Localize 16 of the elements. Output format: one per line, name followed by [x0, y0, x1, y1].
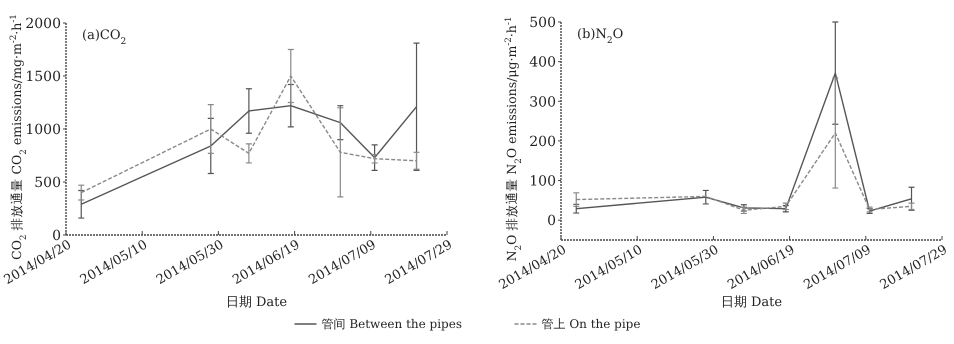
- y-tick-label: 0: [52, 228, 61, 244]
- y-tick-label: 400: [529, 54, 556, 71]
- legend-label: 管上 On the pipe: [542, 317, 640, 331]
- y-tick-label: 1500: [25, 69, 61, 85]
- y-tick-label: 0: [547, 213, 556, 230]
- y-tick-label: 1000: [25, 122, 61, 138]
- legend-label: 管间 Between the pipes: [322, 317, 462, 331]
- text: (a)CO$_{2}$: [82, 28, 126, 47]
- y-tick-label: 200: [529, 134, 556, 150]
- x-axis-title: 日期 Date: [226, 295, 288, 310]
- y-tick-label: 300: [529, 94, 556, 110]
- text: (b)N$_{2}$O: [577, 27, 624, 46]
- y-tick-label: 100: [529, 174, 556, 190]
- x-axis-title: 日期 Date: [720, 295, 782, 310]
- y-tick-label: 500: [529, 15, 556, 31]
- y-tick-label: 500: [34, 175, 61, 191]
